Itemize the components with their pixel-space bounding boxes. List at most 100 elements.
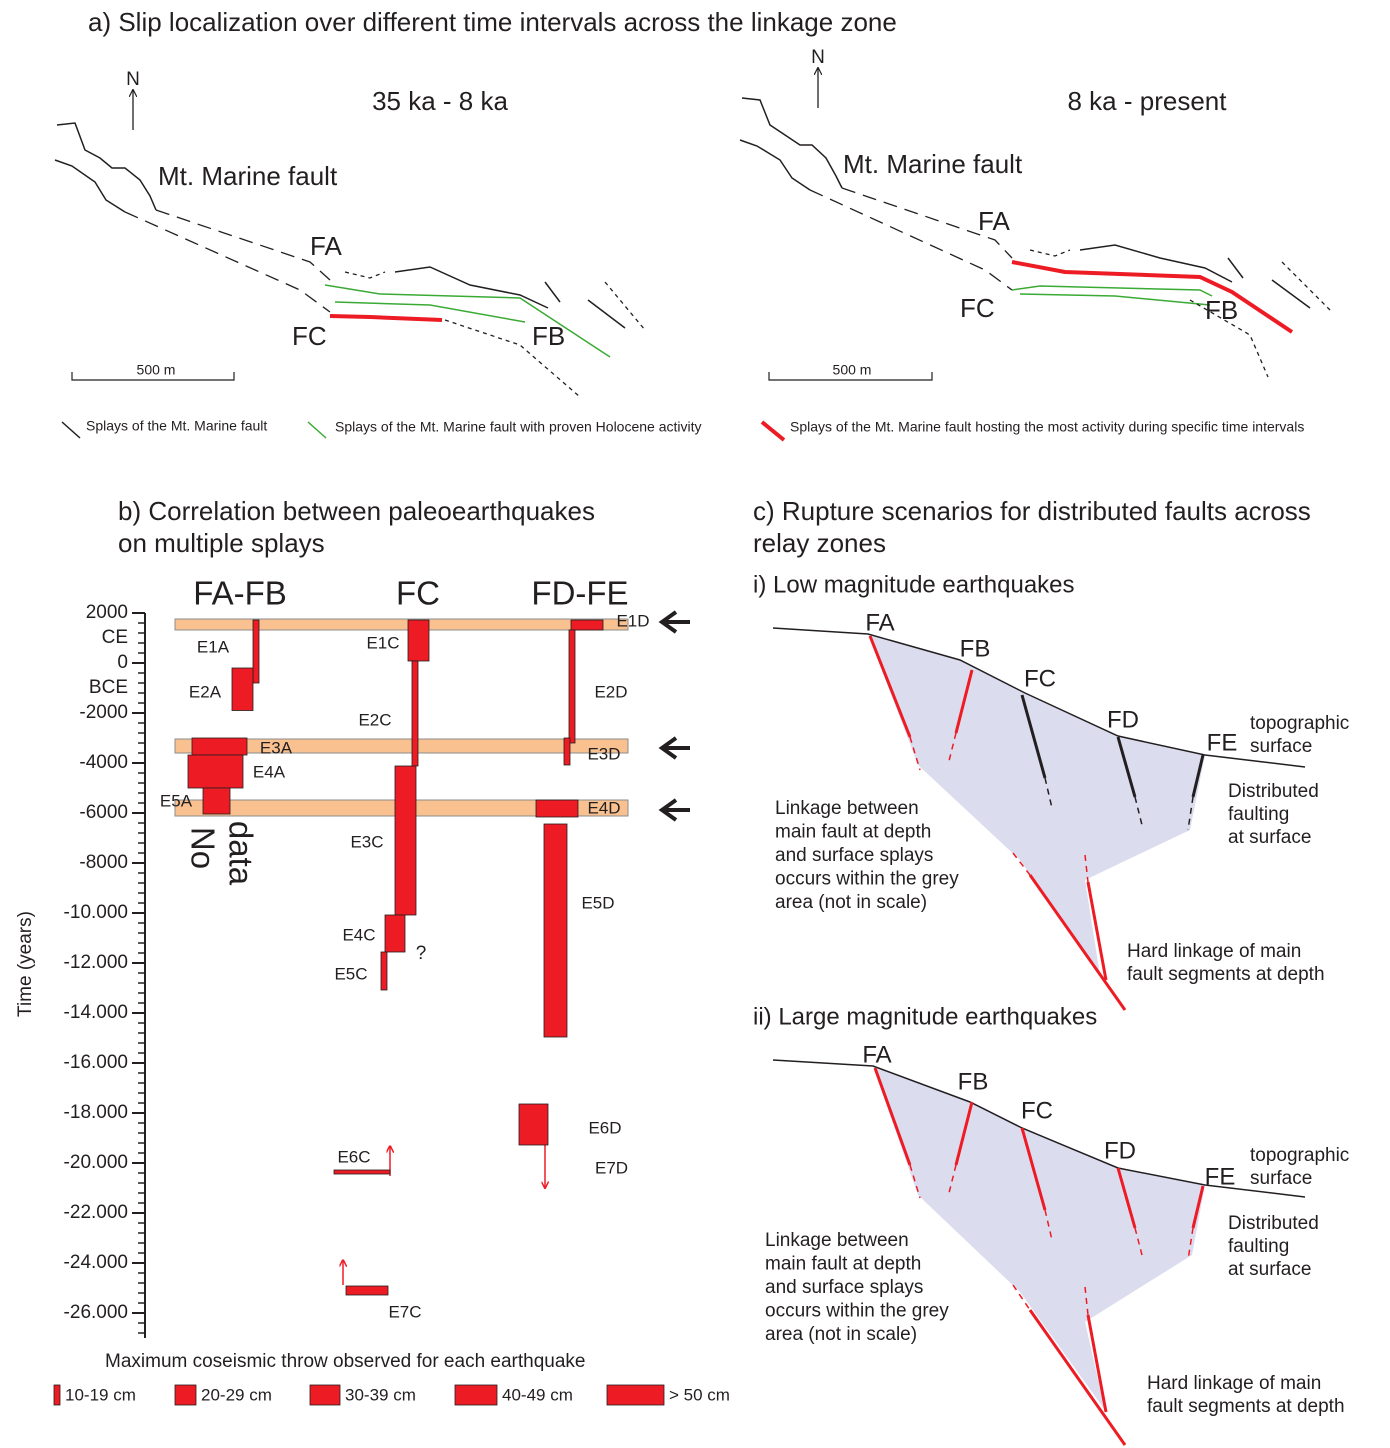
question-mark: ? bbox=[416, 943, 427, 964]
annotation: and surface splays bbox=[765, 1277, 923, 1298]
annotation: fault segments at depth bbox=[1127, 964, 1325, 985]
annotation: main fault at depth bbox=[765, 1254, 921, 1275]
legend-swatch bbox=[310, 1385, 340, 1405]
legend-label: 10-19 cm bbox=[65, 1385, 136, 1404]
event-bar bbox=[188, 755, 243, 788]
fault-label: FB bbox=[960, 635, 991, 662]
north-label: N bbox=[126, 69, 140, 90]
legend-label: Splays of the Mt. Marine fault with prov… bbox=[335, 419, 702, 435]
panel-b-title: b) Correlation between paleoearthquakes bbox=[118, 496, 595, 526]
legend-label: Splays of the Mt. Marine fault bbox=[86, 418, 267, 434]
event-bar bbox=[571, 620, 603, 630]
event-bar bbox=[385, 915, 405, 952]
y-tick-label: -24.000 bbox=[64, 1252, 128, 1273]
event-label: E1C bbox=[366, 633, 399, 652]
event-bar bbox=[395, 766, 416, 915]
panel-b: b) Correlation between paleoearthquakes … bbox=[15, 496, 730, 1405]
interval-arrow bbox=[662, 612, 690, 632]
event-bar bbox=[536, 800, 578, 817]
fault-label: FB bbox=[1205, 295, 1238, 325]
event-label: E2A bbox=[189, 682, 222, 701]
section-title: i) Low magnitude earthquakes bbox=[753, 571, 1075, 598]
y-tick-label: -16.000 bbox=[64, 1052, 128, 1073]
no-data: No bbox=[184, 827, 221, 869]
axis-label: Time (years) bbox=[15, 911, 36, 1017]
y-tick-label: -22.000 bbox=[64, 1202, 128, 1223]
event-label: E2D bbox=[594, 682, 627, 701]
column-header: FD-FE bbox=[531, 575, 628, 612]
event-label: E3A bbox=[260, 738, 293, 757]
scale-label: 500 m bbox=[137, 362, 176, 378]
fault bbox=[742, 98, 842, 188]
event-bar bbox=[569, 630, 575, 743]
annotation: area (not in scale) bbox=[775, 892, 927, 913]
event-bar bbox=[192, 738, 247, 755]
panel-c: c) Rupture scenarios for distributed fau… bbox=[753, 496, 1311, 558]
fault-label: FA bbox=[978, 206, 1010, 236]
annotation: occurs within the grey bbox=[775, 869, 959, 890]
fault-label: FC bbox=[292, 321, 327, 351]
scale-label: 500 m bbox=[833, 362, 872, 378]
fault bbox=[588, 300, 625, 328]
fault-label: FE bbox=[1207, 729, 1238, 756]
event-label: E6C bbox=[337, 1147, 370, 1166]
annotation: Distributed bbox=[1228, 781, 1319, 802]
event-bar bbox=[203, 788, 230, 814]
fault bbox=[1012, 262, 1292, 332]
event-bar bbox=[412, 661, 418, 766]
annotation: faulting bbox=[1228, 804, 1289, 825]
y-tick-label: 0 bbox=[117, 652, 128, 673]
annotation: Linkage between bbox=[765, 1230, 909, 1251]
legend-label: > 50 cm bbox=[669, 1385, 730, 1404]
panel-c-title: c) Rupture scenarios for distributed fau… bbox=[753, 496, 1311, 526]
annotation: and surface splays bbox=[775, 845, 933, 866]
period: 35 ka - 8 ka bbox=[372, 86, 508, 116]
event-bar bbox=[334, 1170, 390, 1174]
y-tick-label: -4000 bbox=[79, 752, 128, 773]
fault-label: FB bbox=[532, 321, 565, 351]
legend-swatch bbox=[455, 1385, 497, 1405]
event-label: E5A bbox=[160, 791, 193, 810]
period: 8 ka - present bbox=[1068, 86, 1228, 116]
annotation: at surface bbox=[1228, 827, 1311, 848]
era-label: BCE bbox=[89, 677, 128, 698]
event-label: E4A bbox=[253, 762, 286, 781]
fault-label: FA bbox=[310, 231, 342, 261]
event-label: E7D bbox=[595, 1158, 628, 1177]
y-tick-label: -10.000 bbox=[64, 902, 128, 923]
event-label: E2C bbox=[358, 710, 391, 729]
fault bbox=[330, 316, 442, 320]
map-legend: Splays of the Mt. Marine fault Splays of… bbox=[62, 418, 1304, 440]
annotation: topographic bbox=[1250, 1145, 1349, 1166]
fault-label: FD bbox=[1104, 1137, 1136, 1164]
annotation: Distributed bbox=[1228, 1213, 1319, 1234]
fault bbox=[1282, 262, 1330, 310]
event-label: E5C bbox=[334, 964, 367, 983]
annotation: Hard linkage of main bbox=[1127, 941, 1301, 962]
legend-icon bbox=[762, 422, 784, 440]
event-label: E6D bbox=[588, 1118, 621, 1137]
annotation: area (not in scale) bbox=[765, 1324, 917, 1345]
fault-label: FA bbox=[862, 1041, 891, 1068]
annotation: occurs within the grey bbox=[765, 1301, 949, 1322]
y-tick-label: -2000 bbox=[79, 702, 128, 723]
legend-label: Splays of the Mt. Marine fault hosting t… bbox=[790, 419, 1304, 435]
map-1: N 35 ka - 8 ka Mt. Marine fault FA FC FB… bbox=[55, 69, 645, 397]
legend-swatch bbox=[607, 1385, 664, 1405]
legend-title: Maximum coseismic throw observed for eac… bbox=[105, 1351, 585, 1372]
legend-icon bbox=[62, 422, 80, 438]
legend-label: 20-29 cm bbox=[201, 1385, 272, 1404]
fault bbox=[1228, 258, 1243, 278]
fault bbox=[325, 285, 610, 357]
fault-label: FC bbox=[960, 293, 995, 323]
fault bbox=[345, 272, 385, 278]
section: ii) Large magnitude earthquakesFAFBFCFDF… bbox=[753, 1003, 1349, 1445]
y-tick-label: -26.000 bbox=[64, 1302, 128, 1323]
fault-label: FC bbox=[1024, 665, 1056, 692]
legend-label: 40-49 cm bbox=[502, 1385, 573, 1404]
panel-c-title: relay zones bbox=[753, 528, 886, 558]
column-header: FA-FB bbox=[193, 575, 287, 612]
fault bbox=[605, 282, 645, 330]
event-label: E7C bbox=[388, 1302, 421, 1321]
legend-swatch bbox=[175, 1385, 196, 1405]
